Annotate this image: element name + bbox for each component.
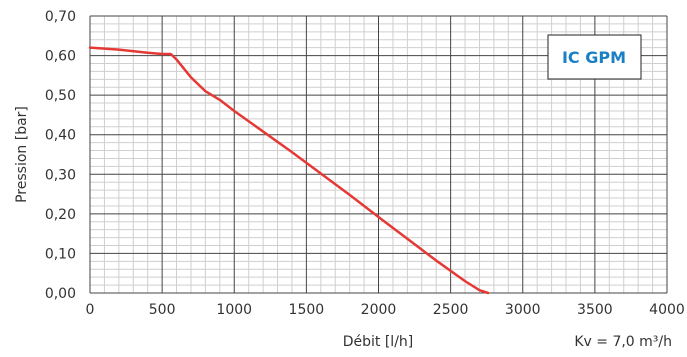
- series-line: [88, 46, 490, 295]
- badge-layer: IC GPM: [547, 34, 642, 80]
- y-tick-label: 0,20: [45, 207, 76, 223]
- x-tick-label: 3000: [505, 302, 541, 318]
- y-tick-label: 0,00: [45, 286, 76, 302]
- x-tick-label: 3500: [577, 302, 613, 318]
- x-tick-label: 0: [86, 302, 95, 318]
- y-tick-label: 0,40: [45, 128, 76, 144]
- y-tick-labels: 0,00 0,10 0,20 0,30 0,40 0,50 0,60 0,70: [45, 9, 76, 302]
- kv-note: Kv = 7,0 m³/h: [574, 334, 672, 350]
- x-axis-title: Débit [l/h]: [343, 334, 414, 350]
- x-tick-label: 2000: [361, 302, 397, 318]
- y-tick-label: 0,10: [45, 246, 76, 262]
- x-tick-label: 4000: [649, 302, 685, 318]
- y-axis-title: Pression [bar]: [14, 106, 30, 203]
- y-tick-label: 0,30: [45, 167, 76, 183]
- x-tick-label: 1000: [216, 302, 252, 318]
- y-tick-label: 0,70: [45, 9, 76, 25]
- chart-badge-box: [547, 34, 642, 80]
- series-layer: [88, 46, 490, 295]
- y-tick-label: 0,60: [45, 49, 76, 65]
- x-tick-label: 1500: [289, 302, 325, 318]
- x-tick-label: 2500: [433, 302, 469, 318]
- major-grid: [89, 15, 668, 294]
- x-tick-label: 500: [149, 302, 176, 318]
- x-tick-labels: 0 500 1000 1500 2000 2500 3000 3500 4000: [86, 302, 685, 318]
- chart-badge-text: IC GPM: [562, 48, 626, 67]
- y-tick-label: 0,50: [45, 88, 76, 104]
